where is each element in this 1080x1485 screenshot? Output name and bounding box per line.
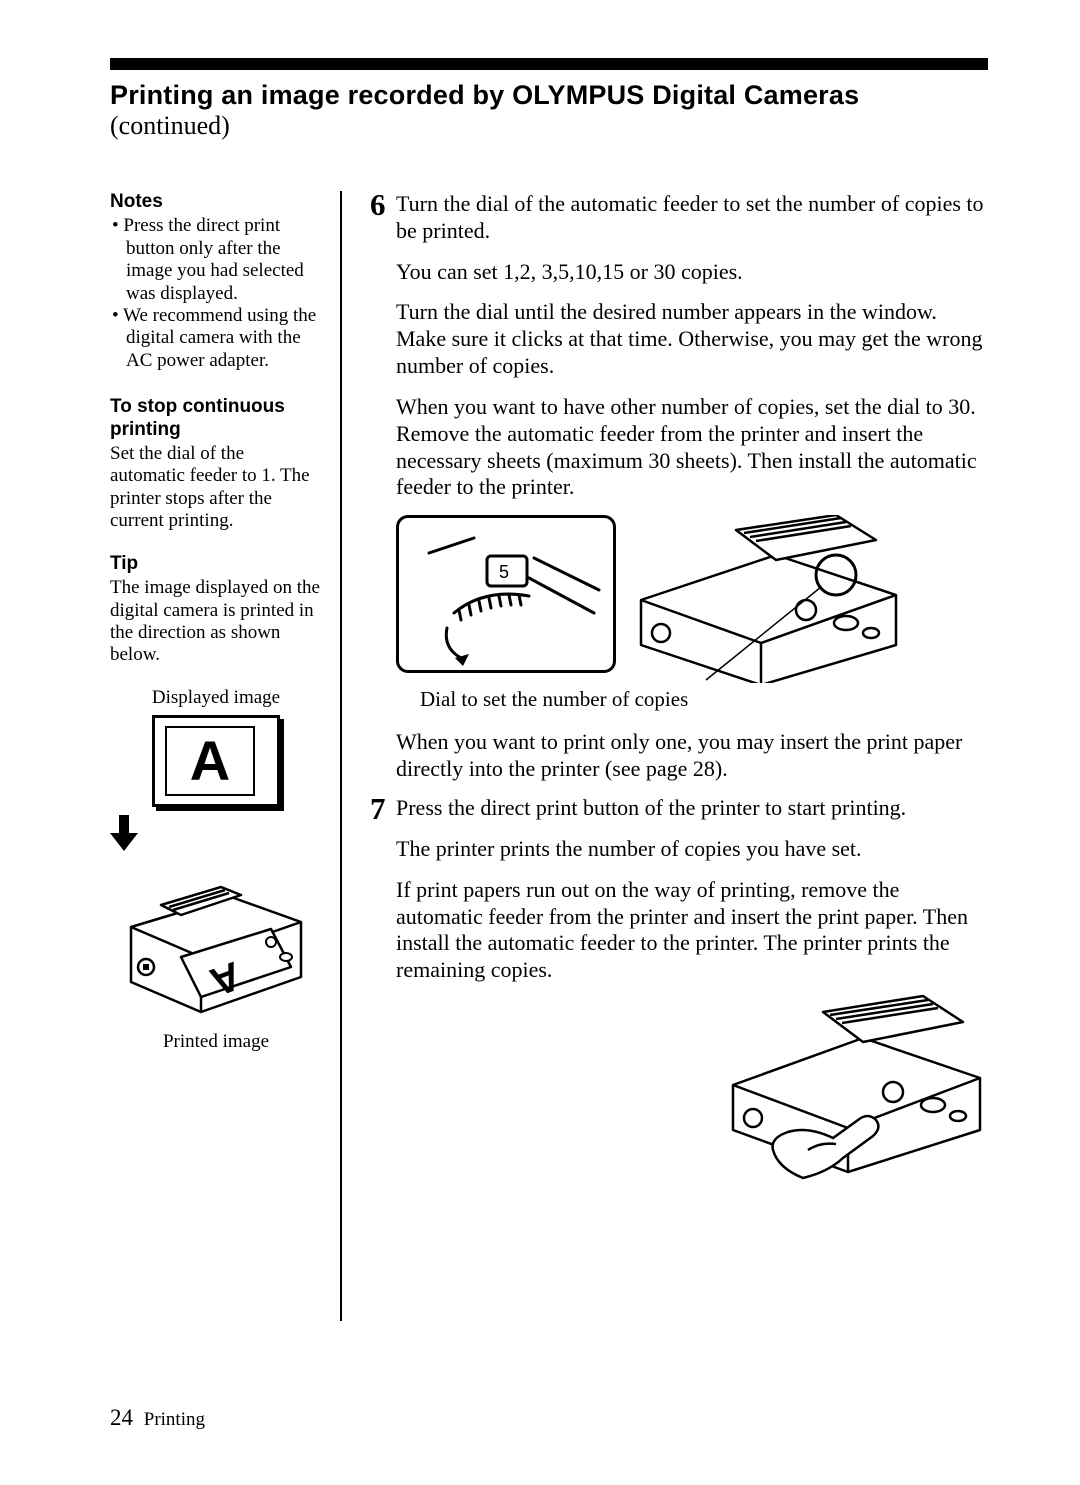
step-text: If print papers run out on the way of pr… [396, 877, 988, 984]
step-text: You can set 1,2, 3,5,10,15 or 30 copies. [396, 259, 988, 286]
step-text: When you want to have other number of co… [396, 394, 988, 501]
printer-press-figure [708, 990, 988, 1180]
notes-list: Press the direct print button only after… [110, 215, 322, 372]
notes-heading: Notes [110, 191, 322, 213]
tip-body: The image displayed on the digital camer… [110, 577, 322, 667]
dial-caption: Dial to set the number of copies [420, 687, 988, 711]
stop-body: Set the dial of the automatic feeder to … [110, 443, 322, 533]
step-number: 7 [370, 793, 396, 1180]
printer-overview-figure [626, 515, 906, 683]
dial-closeup-figure: 5 [396, 515, 616, 673]
displayed-image-figure: A [152, 715, 280, 807]
step-6: 6 Turn the dial of the automatic feeder … [370, 191, 988, 783]
header-bar [110, 58, 988, 70]
page-title: Printing an image recorded by OLYMPUS Di… [110, 80, 988, 111]
page-number: 24 [110, 1405, 133, 1430]
arrow-down-icon [110, 815, 322, 851]
step-text: When you want to print only one, you may… [396, 729, 988, 783]
letter-a: A [190, 733, 230, 789]
tip-heading: Tip [110, 553, 322, 575]
note-item: We recommend using the digital camera wi… [112, 305, 322, 372]
page-title-block: Printing an image recorded by OLYMPUS Di… [110, 80, 988, 141]
footer-section: Printing [144, 1409, 205, 1430]
printed-image-figure: A [121, 857, 311, 1027]
displayed-image-label: Displayed image [110, 687, 322, 709]
page-title-continued: (continued) [110, 111, 988, 141]
svg-text:5: 5 [499, 562, 509, 582]
step-text: The printer prints the number of copies … [396, 836, 988, 863]
page-footer: 24 Printing [110, 1405, 205, 1431]
column-divider [340, 191, 342, 1321]
dial-figures: 5 [396, 515, 988, 683]
note-item: Press the direct print button only after… [112, 215, 322, 305]
step-text: Press the direct print button of the pri… [396, 795, 988, 822]
step-7: 7 Press the direct print button of the p… [370, 795, 988, 1180]
sidebar-column: Notes Press the direct print button only… [110, 191, 340, 1321]
printed-image-label: Printed image [110, 1031, 322, 1053]
step-text: Turn the dial of the automatic feeder to… [396, 191, 988, 245]
stop-heading: To stop continuous printing [110, 396, 322, 441]
step-text: Turn the dial until the desired number a… [396, 299, 988, 379]
main-column: 6 Turn the dial of the automatic feeder … [370, 191, 988, 1321]
step-number: 6 [370, 189, 396, 783]
